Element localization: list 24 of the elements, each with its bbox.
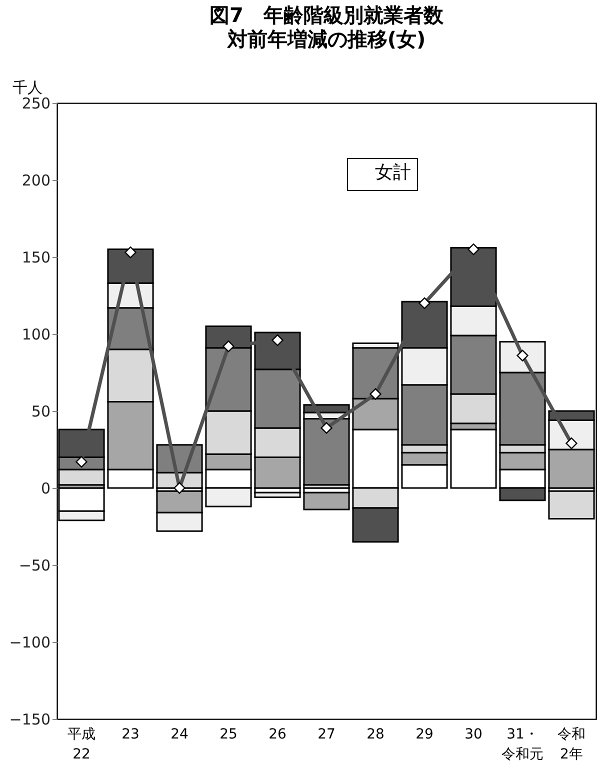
x-tick-label: 24: [170, 726, 188, 742]
x-tick-label: 26: [268, 726, 286, 742]
x-tick-label: 30: [464, 726, 482, 742]
x-tick-label: 23: [122, 726, 140, 742]
x-tick-label: 31・令和元: [502, 726, 544, 762]
y-axis-title: 千人: [12, 78, 42, 96]
x-tick-label: 29: [416, 726, 434, 742]
x-tick-label: 平成22: [68, 726, 96, 762]
y-tick-label: 0: [40, 480, 50, 498]
y-tick-label: 200: [22, 172, 50, 190]
x-tick-label: 28: [366, 726, 384, 742]
x-tick-label: 令和2年: [558, 726, 586, 762]
y-tick-label: −150: [9, 710, 50, 728]
text: 女計: [375, 162, 411, 183]
y-tick-label: 250: [22, 94, 50, 112]
y-tick-label: 50: [31, 402, 50, 420]
y-tick-label: 150: [22, 248, 50, 266]
x-tick-label: 27: [318, 726, 336, 742]
chart-title: 図7 年齢階級別就業者数: [210, 3, 444, 27]
chart-subtitle: 対前年増減の推移(女): [226, 27, 426, 51]
x-tick-label: 25: [220, 726, 238, 742]
y-tick-label: −100: [9, 634, 50, 652]
y-tick-label: 100: [22, 326, 50, 344]
y-tick-label: −50: [18, 556, 50, 574]
